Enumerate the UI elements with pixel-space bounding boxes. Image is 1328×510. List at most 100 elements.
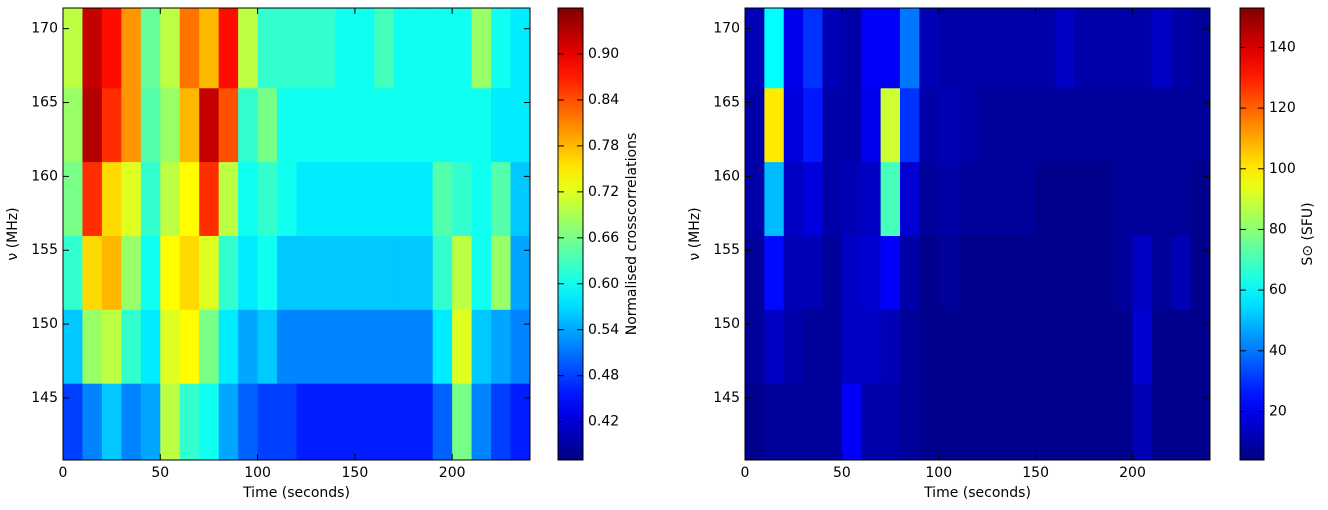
heatmap-cell	[783, 383, 804, 461]
heatmap-cell	[783, 8, 804, 89]
colorbar-tick-label: 100	[1269, 161, 1296, 177]
heatmap-cell	[1171, 8, 1192, 89]
heatmap-cell	[822, 235, 843, 310]
heatmap-cell	[432, 309, 453, 384]
heatmap-cell	[1132, 235, 1153, 310]
x-tick-label: 0	[59, 465, 68, 481]
heatmap-cell	[277, 235, 297, 310]
heatmap-cell	[82, 8, 103, 89]
heatmap-cell	[179, 87, 200, 163]
plot-frame	[62, 7, 531, 461]
heatmap-cell	[880, 383, 901, 461]
heatmap-cell	[296, 161, 317, 236]
heatmap-cell	[764, 235, 785, 310]
heatmap-cell	[160, 8, 181, 89]
heatmap-cell	[822, 87, 843, 163]
heatmap-cell	[491, 161, 512, 236]
heatmap-cell	[1074, 8, 1095, 89]
heatmap-cell	[745, 8, 765, 89]
heatmap-cell	[82, 235, 103, 310]
x-tick-label: 200	[1119, 465, 1146, 481]
x-tick-label: 100	[244, 465, 271, 481]
heatmap-cell	[861, 8, 882, 89]
heatmap-cell	[277, 87, 297, 163]
x-tick-label: 200	[439, 465, 466, 481]
colorbar-tick-label: 40	[1269, 343, 1287, 359]
heatmap-cell	[491, 8, 512, 89]
heatmap-cell	[900, 8, 920, 89]
heatmap-cell	[199, 235, 220, 310]
heatmap-cell	[315, 235, 336, 310]
heatmap-cell	[510, 161, 531, 236]
heatmap-cell	[919, 161, 940, 236]
heatmap-cell	[413, 309, 434, 384]
colorbar-tick-label: 20	[1269, 403, 1287, 419]
heatmap-cell	[335, 383, 356, 461]
heatmap-cell	[996, 383, 1017, 461]
heatmap-cell	[803, 309, 823, 384]
heatmap-cell	[101, 235, 122, 310]
heatmap-cell	[335, 235, 356, 310]
heatmap-cell	[1190, 235, 1211, 310]
heatmap-cell	[841, 87, 862, 163]
heatmap-cell	[354, 161, 375, 236]
heatmap-cell	[861, 383, 882, 461]
heatmap-cell	[257, 8, 278, 89]
heatmap-cell	[315, 87, 336, 163]
heatmap-cell	[958, 309, 978, 384]
heatmap-cell	[374, 161, 395, 236]
heatmap-cell	[121, 161, 142, 236]
heatmap-cell	[977, 161, 998, 236]
heatmap-cell	[121, 309, 142, 384]
heatmap-cell	[510, 383, 531, 461]
heatmap-cell	[238, 161, 259, 236]
heatmap-cell	[1035, 383, 1056, 461]
heatmap-cell	[432, 383, 453, 461]
heatmap-cell	[1055, 309, 1075, 384]
x-tick-label: 50	[833, 465, 851, 481]
x-axis-label: Time (seconds)	[923, 485, 1031, 501]
heatmap-cell	[101, 161, 122, 236]
heatmap-cell	[1113, 161, 1133, 236]
heatmap-cell	[938, 309, 959, 384]
heatmap-cell	[1093, 87, 1114, 163]
heatmap-cell	[958, 383, 978, 461]
heatmap-cell	[140, 8, 161, 89]
heatmap-cell	[977, 87, 998, 163]
x-tick-label: 0	[741, 465, 750, 481]
heatmap-cell	[1190, 87, 1211, 163]
heatmap-cell	[977, 235, 998, 310]
heatmap-cell	[238, 383, 259, 461]
heatmap-cell	[335, 309, 356, 384]
heatmap-cell	[121, 383, 142, 461]
heatmap-cell	[1055, 8, 1075, 89]
heatmap-cell	[841, 161, 862, 236]
heatmap-cell	[393, 235, 414, 310]
heatmap-cell	[1055, 235, 1075, 310]
heatmap-cell	[1016, 8, 1037, 89]
heatmap-cell	[919, 235, 940, 310]
heatmap-cell	[452, 87, 473, 163]
colorbar-tick-label: 120	[1269, 100, 1296, 116]
heatmap-cell	[1016, 235, 1037, 310]
heatmap-cell	[140, 161, 161, 236]
heatmap-cell	[822, 8, 843, 89]
heatmap-cell	[764, 383, 785, 461]
y-tick-label: 170	[31, 21, 58, 37]
heatmap-cell	[63, 8, 83, 89]
colorbar	[557, 7, 584, 461]
heatmap-cell	[393, 161, 414, 236]
heatmap-cell	[63, 309, 83, 384]
y-tick-label: 160	[713, 168, 740, 184]
heatmap-cell	[315, 161, 336, 236]
heatmap-cell	[179, 383, 200, 461]
heatmap-cell	[82, 161, 103, 236]
heatmap-cell	[764, 87, 785, 163]
heatmap-cell	[1093, 8, 1114, 89]
heatmap-cell	[958, 161, 978, 236]
heatmap-cell	[199, 383, 220, 461]
heatmap-cell	[140, 309, 161, 384]
y-tick-label: 165	[713, 95, 740, 111]
heatmap-cell	[861, 87, 882, 163]
